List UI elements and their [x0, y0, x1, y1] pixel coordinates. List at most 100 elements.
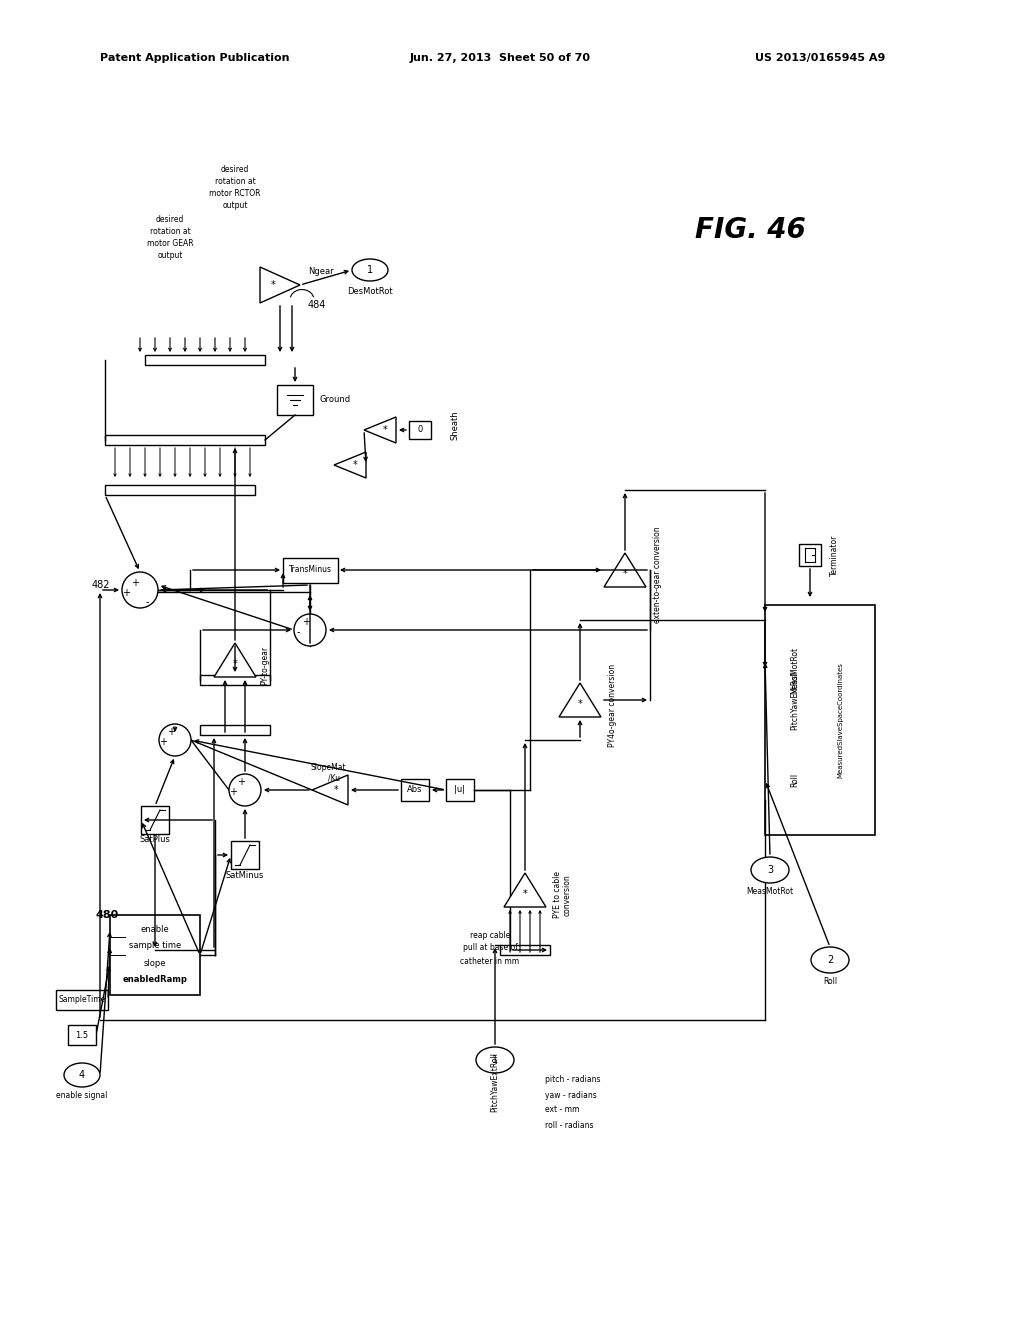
Text: enabledRamp: enabledRamp [123, 974, 187, 983]
Text: slope: slope [143, 958, 166, 968]
Text: 2: 2 [826, 954, 834, 965]
Text: *: * [522, 890, 527, 899]
Text: Terminator: Terminator [830, 535, 839, 576]
Text: *: * [623, 569, 628, 579]
Text: MeasMotRot: MeasMotRot [791, 647, 800, 693]
Text: 480: 480 [95, 909, 118, 920]
Circle shape [159, 723, 191, 756]
Bar [446, 779, 474, 801]
Bar [68, 1026, 96, 1045]
Polygon shape [214, 643, 256, 677]
Circle shape [294, 614, 326, 645]
Text: 0: 0 [418, 425, 423, 434]
Text: +: + [229, 787, 237, 797]
Text: +: + [302, 616, 310, 627]
Text: *: * [578, 700, 583, 709]
Text: +: + [237, 777, 245, 787]
Text: 1: 1 [492, 1055, 498, 1065]
Ellipse shape [352, 259, 388, 281]
Text: /Ku: /Ku [328, 774, 340, 783]
Text: Jun. 27, 2013  Sheet 50 of 70: Jun. 27, 2013 Sheet 50 of 70 [410, 53, 591, 63]
Text: +: + [131, 578, 139, 587]
Text: Roll: Roll [823, 978, 837, 986]
Text: exten-to-gear conversion: exten-to-gear conversion [653, 527, 662, 623]
Bar [283, 557, 338, 582]
Text: *: * [334, 785, 338, 795]
Text: rotation at: rotation at [215, 177, 255, 186]
Polygon shape [334, 451, 366, 478]
Text: sample time: sample time [129, 940, 181, 949]
Bar [105, 436, 265, 445]
Text: desired: desired [221, 165, 249, 174]
Text: Abs: Abs [408, 785, 423, 795]
Text: PitchYawExtRoll: PitchYawExtRoll [791, 671, 800, 730]
Text: 4: 4 [79, 1071, 85, 1080]
Text: FIG. 46: FIG. 46 [694, 216, 805, 244]
Bar [56, 990, 108, 1010]
Bar [110, 915, 200, 995]
Bar [401, 779, 429, 801]
Text: +: + [159, 737, 167, 747]
Text: -: - [145, 597, 148, 607]
Bar [141, 807, 169, 834]
Text: 3: 3 [767, 865, 773, 875]
Text: DesMotRot: DesMotRot [347, 288, 393, 297]
Ellipse shape [751, 857, 790, 883]
Text: pull at base of: pull at base of [463, 944, 517, 953]
Text: pitch - radians: pitch - radians [545, 1076, 600, 1085]
Text: Ground: Ground [319, 396, 350, 404]
Text: -: - [296, 627, 300, 638]
Bar [278, 385, 313, 414]
Text: MeasuredSlaveSpaceCoordinates: MeasuredSlaveSpaceCoordinates [837, 663, 843, 777]
Text: rotation at: rotation at [150, 227, 190, 236]
Text: *: * [271, 280, 275, 290]
Text: output: output [222, 202, 248, 210]
Text: catheter in mm: catheter in mm [461, 957, 519, 965]
Polygon shape [312, 775, 348, 805]
Text: PYE to cable: PYE to cable [553, 871, 562, 919]
Text: Roll: Roll [791, 774, 800, 787]
Text: ext - mm: ext - mm [545, 1106, 580, 1114]
Polygon shape [364, 417, 396, 444]
Text: roll - radians: roll - radians [545, 1121, 594, 1130]
Text: +: + [122, 587, 130, 598]
Polygon shape [559, 682, 601, 717]
Bar [765, 605, 874, 836]
Text: reap cable: reap cable [470, 931, 510, 940]
Text: enable signal: enable signal [56, 1090, 108, 1100]
Polygon shape [504, 873, 546, 907]
Circle shape [229, 774, 261, 807]
Text: US 2013/0165945 A9: US 2013/0165945 A9 [755, 53, 885, 63]
Text: PY-to-gear: PY-to-gear [260, 645, 269, 685]
Bar [200, 675, 270, 685]
Text: *: * [353, 459, 357, 470]
Ellipse shape [811, 946, 849, 973]
Ellipse shape [63, 1063, 100, 1086]
Text: motor GEAR: motor GEAR [146, 239, 194, 248]
Text: PY4o-gear conversion: PY4o-gear conversion [608, 664, 617, 747]
Bar [231, 841, 259, 869]
Text: *: * [383, 425, 388, 436]
Text: desired: desired [156, 215, 184, 224]
Text: 482: 482 [91, 579, 110, 590]
Text: output: output [158, 252, 182, 260]
Text: Ngear: Ngear [308, 267, 334, 276]
Text: |u|: |u| [455, 785, 466, 795]
Text: *: * [232, 659, 238, 669]
Text: TransMinus: TransMinus [289, 565, 332, 574]
Bar [145, 355, 265, 366]
Text: MeasMotRot: MeasMotRot [746, 887, 794, 896]
Text: conversion: conversion [563, 874, 572, 916]
Circle shape [122, 572, 158, 609]
Polygon shape [604, 553, 646, 587]
Text: 484: 484 [308, 300, 327, 310]
Text: 1.5: 1.5 [76, 1031, 88, 1040]
Text: Patent Application Publication: Patent Application Publication [100, 53, 290, 63]
Text: PitchYawExtRoll: PitchYawExtRoll [490, 1052, 500, 1111]
Bar [799, 544, 821, 566]
Ellipse shape [476, 1047, 514, 1073]
Bar [200, 725, 270, 735]
Text: SatMinus: SatMinus [226, 870, 264, 879]
Bar [409, 421, 431, 440]
Bar [500, 945, 550, 954]
